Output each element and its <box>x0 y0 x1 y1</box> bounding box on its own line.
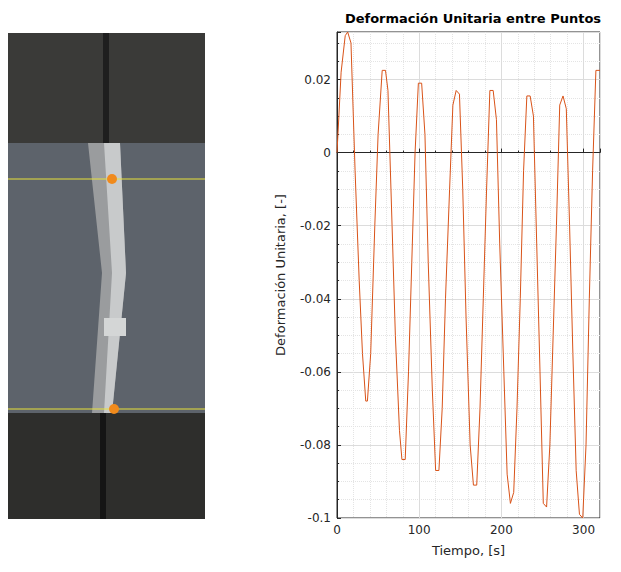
svg-text:0.02: 0.02 <box>304 73 331 87</box>
svg-text:-0.02: -0.02 <box>300 219 331 233</box>
svg-text:-0.06: -0.06 <box>300 365 331 379</box>
svg-text:Tiempo, [s]: Tiempo, [s] <box>431 543 505 558</box>
svg-text:-0.04: -0.04 <box>300 292 331 306</box>
svg-text:300: 300 <box>572 523 595 537</box>
svg-text:Deformación Unitaria, [-]: Deformación Unitaria, [-] <box>273 194 288 356</box>
svg-text:Deformación Unitaria entre Pun: Deformación Unitaria entre Puntos <box>345 11 601 26</box>
svg-text:-0.1: -0.1 <box>308 511 331 525</box>
svg-text:-0.08: -0.08 <box>300 438 331 452</box>
svg-text:200: 200 <box>490 523 513 537</box>
svg-text:100: 100 <box>408 523 431 537</box>
svg-text:0: 0 <box>333 523 341 537</box>
svg-text:0: 0 <box>323 146 331 160</box>
